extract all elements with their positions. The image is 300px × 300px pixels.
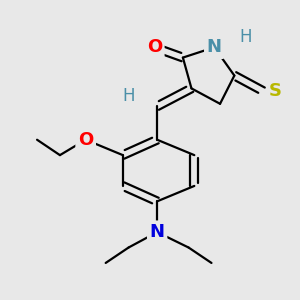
Text: N: N	[150, 223, 165, 241]
Text: H: H	[239, 28, 252, 46]
Text: N: N	[207, 38, 222, 56]
Text: O: O	[78, 131, 93, 149]
Text: N: N	[207, 38, 222, 56]
Text: H: H	[122, 87, 136, 105]
Text: H: H	[239, 28, 253, 46]
Text: O: O	[147, 38, 162, 56]
Text: H: H	[122, 87, 135, 105]
Text: S: S	[269, 82, 282, 100]
